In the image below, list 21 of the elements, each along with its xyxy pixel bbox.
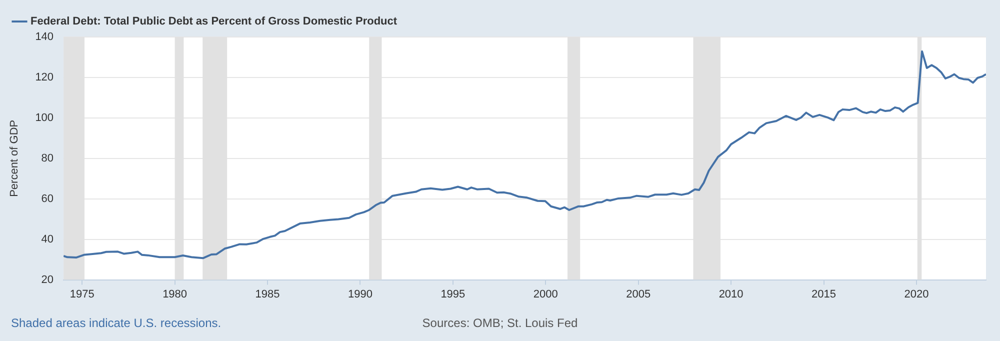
x-tick-label: 1995 (440, 288, 466, 300)
y-tick-label: 120 (35, 72, 54, 84)
x-tick-label: 2000 (533, 288, 558, 300)
y-tick-label: 20 (41, 274, 54, 286)
x-tick-label: 2010 (718, 288, 744, 300)
y-axis-title: Percent of GDP (8, 120, 21, 197)
source-note: Sources: OMB; St. Louis Fed (422, 316, 578, 330)
x-tick-label: 1980 (162, 288, 188, 300)
x-tick-label: 1990 (348, 288, 372, 300)
y-tick-label: 100 (35, 112, 54, 124)
legend-label: Federal Debt: Total Public Debt as Percent of Gross Domestic Product (30, 16, 398, 28)
x-tick-label: 2005 (626, 288, 651, 300)
x-tick-label: 2015 (812, 288, 836, 300)
y-tick-label: 140 (35, 31, 54, 44)
y-tick-label: 40 (41, 233, 54, 246)
x-tick-label: 2020 (904, 288, 929, 300)
x-tick-label: 1985 (255, 288, 280, 300)
text: Shaded areas indicate U.S. recessions. (11, 316, 222, 330)
y-tick-label: 80 (41, 152, 54, 164)
y-tick-label: 60 (41, 192, 54, 205)
x-tick-label: 1975 (70, 288, 94, 300)
